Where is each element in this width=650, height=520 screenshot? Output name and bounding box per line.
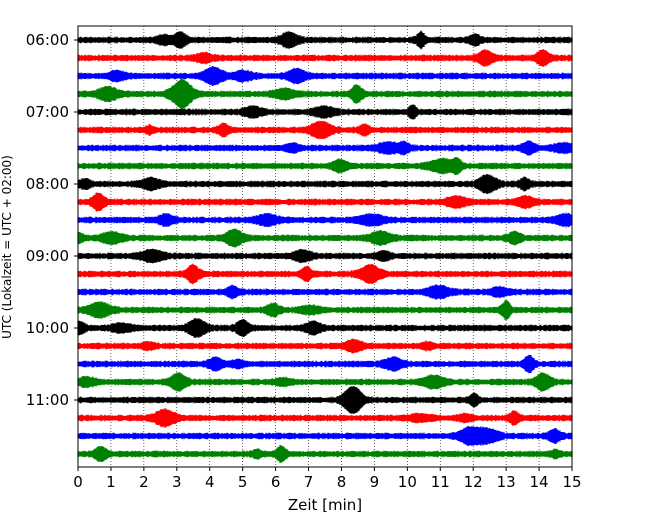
seismic-trace: [77, 140, 573, 156]
x-tick-label: 14: [530, 473, 549, 491]
x-tick-label: 15: [562, 473, 581, 491]
seismic-traces: [77, 30, 573, 464]
seismic-trace: [77, 248, 573, 264]
seismic-trace: [77, 30, 573, 50]
x-tick-label: 6: [271, 473, 281, 491]
seismic-trace: [77, 49, 573, 67]
seismic-trace: [77, 338, 573, 354]
x-tick-label: 9: [370, 473, 380, 491]
axes-frame: [77, 25, 573, 468]
seismic-trace: [77, 192, 573, 212]
x-tick-label: 3: [172, 473, 182, 491]
x-tick-label: 7: [304, 473, 314, 491]
y-tick-label: 07:00: [26, 103, 69, 121]
y-axis-ticks: 06:00 07:00 08:00 09:00 10:00 11:00: [26, 31, 78, 409]
x-axis-label: Zeit [min]: [288, 496, 362, 514]
seismic-trace: [77, 228, 573, 248]
seismic-trace: [77, 78, 573, 110]
x-tick-label: 1: [106, 473, 116, 491]
x-tick-label: 12: [464, 473, 483, 491]
x-tick-label: 13: [497, 473, 516, 491]
x-tick-label: 0: [73, 473, 83, 491]
seismic-trace: [77, 408, 573, 428]
seismic-trace: [77, 354, 573, 374]
x-tick-label: 2: [139, 473, 149, 491]
y-tick-label: 10:00: [26, 319, 69, 337]
seismic-trace: [77, 212, 573, 228]
seismic-trace: [77, 263, 573, 285]
y-tick-label: 09:00: [26, 247, 69, 265]
seismic-trace: [77, 444, 573, 464]
x-tick-label: 10: [398, 473, 417, 491]
seismic-trace: [77, 300, 573, 320]
seismic-trace: [77, 284, 573, 300]
seismic-trace: [77, 156, 573, 176]
seismic-trace: [77, 372, 573, 392]
seismic-trace: [77, 425, 573, 447]
seismic-trace: [77, 120, 573, 140]
seismic-trace: [77, 66, 573, 86]
y-tick-label: 08:00: [26, 175, 69, 193]
seismic-trace: [77, 104, 573, 120]
x-axis-ticks: 0 1 2 3 4 5 6 7 8 9 10 11 12 13 14 15: [73, 467, 582, 491]
x-tick-label: 11: [431, 473, 450, 491]
y-axis-label: UTC (Lokalzeit = UTC + 02:00): [0, 155, 14, 339]
x-tick-label: 4: [205, 473, 215, 491]
x-tick-label: 5: [238, 473, 248, 491]
seismic-trace: [77, 386, 573, 414]
y-tick-label: 11:00: [26, 391, 69, 409]
seismic-trace: [77, 173, 573, 195]
y-tick-label: 06:00: [26, 31, 69, 49]
x-tick-label: 8: [337, 473, 347, 491]
seismic-trace: [77, 318, 573, 338]
